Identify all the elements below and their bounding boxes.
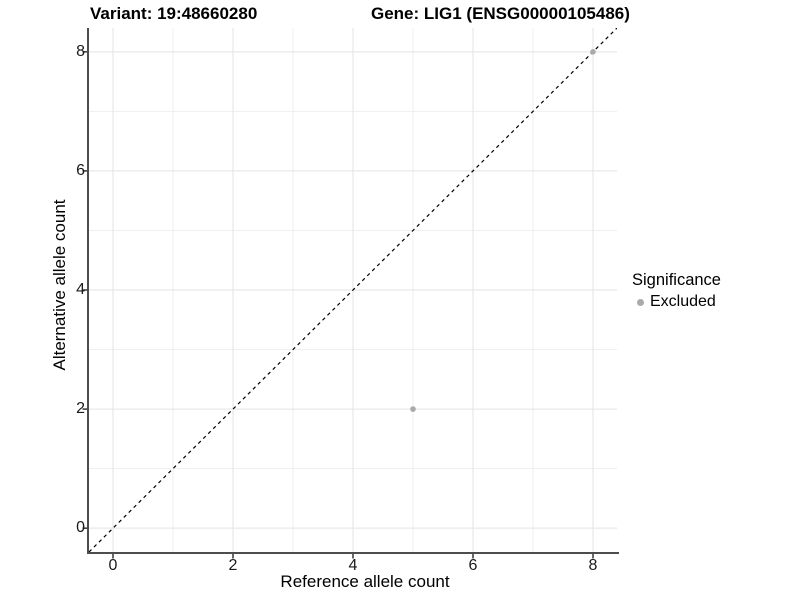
data-point-excluded [410, 406, 416, 412]
plot-title-gene: Gene: LIG1 (ENSG00000105486) [371, 4, 630, 23]
x-tick-label: 4 [348, 557, 358, 574]
y-tick-label: 4 [76, 281, 85, 298]
y-tick-label: 2 [76, 400, 85, 418]
x-tick-label: 6 [468, 557, 478, 574]
data-point-excluded [590, 49, 596, 55]
x-tick-label: 8 [588, 557, 598, 574]
identity-reference-line [89, 28, 617, 552]
legend-point-icon [637, 298, 644, 306]
y-tick-label: 6 [76, 161, 85, 179]
legend-item-excluded: Excluded [637, 293, 721, 311]
x-axis-title: Reference allele count [280, 572, 450, 591]
y-tick-label: 8 [76, 42, 85, 60]
legend-title: Significance [632, 271, 721, 289]
plot-title-variant: Variant: 19:48660280 [90, 4, 258, 23]
y-axis-title: Alternative allele count [50, 199, 69, 371]
legend-items: Excluded [632, 293, 721, 311]
x-tick-label: 2 [228, 557, 238, 574]
legend: Significance Excluded [632, 271, 721, 311]
y-tick-label: 0 [76, 519, 85, 537]
x-tick-label: 0 [108, 557, 118, 574]
legend-item-label: Excluded [650, 293, 716, 310]
